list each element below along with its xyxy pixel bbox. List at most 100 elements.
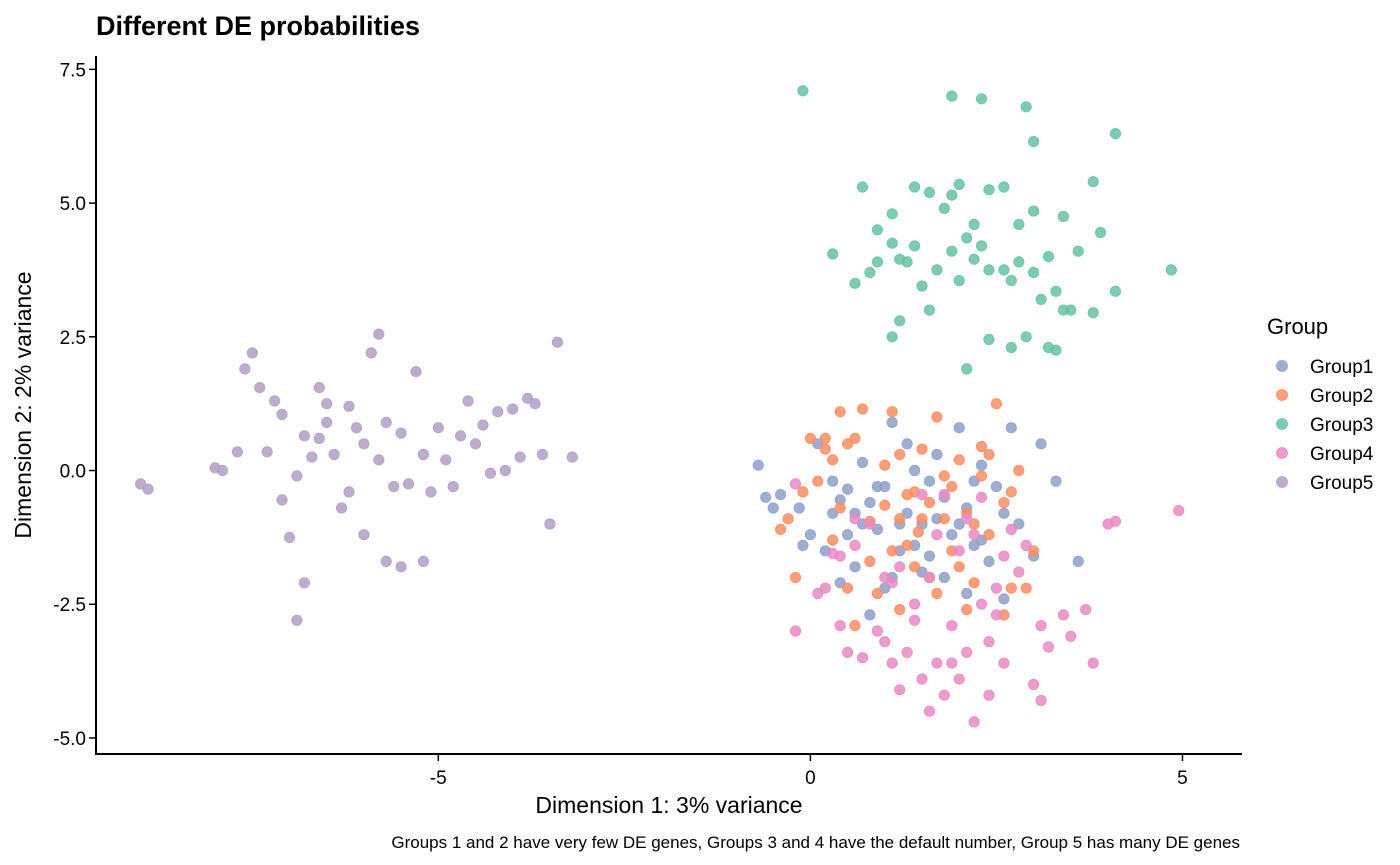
point-group4-4 — [864, 518, 876, 530]
point-group4-51 — [849, 513, 861, 525]
point-group4-23 — [1013, 566, 1025, 578]
legend-key-group5 — [1276, 476, 1288, 488]
point-group1-43 — [938, 571, 950, 584]
point-group5-50 — [291, 614, 303, 626]
point-group1-38 — [864, 609, 876, 621]
point-group2-19 — [953, 454, 965, 466]
plot-points — [135, 85, 1185, 728]
point-group1-47 — [804, 529, 817, 541]
point-group2-38 — [931, 587, 943, 600]
point-group1-37 — [849, 561, 861, 573]
point-group5-54 — [417, 555, 429, 568]
point-group4-20 — [990, 609, 1003, 621]
point-group3-29 — [931, 264, 943, 276]
point-group2-2 — [797, 486, 809, 498]
point-group5-13 — [298, 430, 310, 442]
point-group5-9 — [268, 395, 281, 407]
point-group4-21 — [998, 657, 1010, 669]
point-group3-1 — [946, 90, 958, 102]
point-group5-6 — [246, 347, 258, 359]
point-group2-29 — [789, 571, 802, 584]
point-group3-47 — [1095, 226, 1107, 239]
point-group3-45 — [1072, 245, 1084, 257]
point-group5-27 — [402, 478, 415, 490]
point-group5-17 — [328, 448, 340, 461]
point-group5-28 — [410, 365, 422, 378]
point-group4-29 — [1087, 657, 1099, 669]
point-group3-58 — [886, 331, 898, 343]
point-group1-0 — [752, 459, 764, 471]
point-group3-57 — [1050, 344, 1062, 356]
point-group2-7 — [856, 403, 869, 415]
point-group4-39 — [894, 561, 906, 573]
point-group5-26 — [395, 427, 407, 439]
point-group5-46 — [544, 518, 556, 530]
y-tick-label: 2.5 — [60, 328, 86, 349]
point-group1-59 — [797, 539, 809, 552]
point-group1-16 — [908, 464, 921, 477]
point-group1-19 — [931, 448, 943, 461]
point-group5-51 — [358, 529, 370, 541]
point-group1-13 — [886, 416, 898, 428]
y-tick-label: 0.0 — [60, 462, 86, 483]
point-group3-40 — [1035, 293, 1047, 305]
point-group3-36 — [998, 264, 1010, 276]
point-group3-38 — [1013, 256, 1025, 268]
point-group1-33 — [1050, 475, 1062, 487]
point-group4-52 — [916, 488, 928, 501]
point-group3-39 — [1028, 266, 1040, 279]
point-group2-40 — [953, 561, 965, 573]
point-group2-57 — [1005, 486, 1017, 498]
legend-label-group4: Group4 — [1310, 444, 1374, 465]
point-group4-58 — [834, 619, 846, 632]
point-group5-31 — [432, 422, 444, 434]
point-group5-56 — [276, 408, 288, 420]
point-group4-26 — [1042, 641, 1055, 653]
point-group3-24 — [886, 237, 898, 249]
point-group5-29 — [417, 448, 429, 461]
x-tick-label: 5 — [1177, 768, 1188, 789]
point-group3-44 — [1065, 304, 1077, 316]
point-group4-57 — [983, 689, 995, 701]
point-group2-59 — [912, 526, 924, 538]
point-group1-28 — [998, 593, 1010, 605]
point-group2-3 — [804, 432, 817, 444]
point-group2-10 — [886, 406, 898, 418]
point-group5-41 — [507, 403, 519, 415]
point-group5-38 — [484, 467, 496, 479]
point-group4-9 — [908, 614, 921, 626]
point-group3-13 — [968, 218, 980, 231]
point-group5-8 — [261, 446, 273, 458]
point-group5-37 — [477, 419, 489, 431]
point-group3-51 — [923, 304, 936, 316]
point-group5-47 — [551, 336, 564, 348]
point-group1-25 — [975, 459, 988, 471]
point-group5-11 — [283, 531, 296, 544]
point-group1-42 — [923, 475, 936, 487]
point-group1-50 — [901, 438, 913, 450]
point-group2-37 — [916, 513, 928, 525]
point-group1-49 — [871, 480, 884, 493]
point-group2-26 — [1005, 582, 1017, 594]
point-group5-53 — [395, 561, 407, 573]
point-group4-14 — [946, 619, 958, 632]
point-group4-16 — [961, 646, 973, 659]
point-group1-11 — [871, 523, 884, 536]
point-group2-47 — [864, 555, 876, 568]
point-group5-24 — [380, 416, 392, 428]
point-group3-18 — [1057, 210, 1070, 223]
point-group5-12 — [291, 470, 303, 482]
chart-caption: Groups 1 and 2 have very few DE genes, G… — [391, 833, 1240, 852]
point-group4-41 — [923, 571, 936, 584]
point-group2-45 — [812, 475, 824, 487]
point-group1-1 — [767, 502, 779, 514]
point-group2-17 — [938, 470, 950, 482]
point-group2-49 — [901, 488, 913, 501]
point-group5-16 — [321, 398, 333, 410]
point-group1-9 — [856, 456, 869, 469]
point-group2-54 — [849, 432, 861, 444]
point-group3-50 — [894, 315, 906, 327]
point-group2-4 — [819, 432, 831, 444]
point-group4-24 — [1028, 678, 1040, 691]
legend-title: Group — [1267, 314, 1328, 339]
